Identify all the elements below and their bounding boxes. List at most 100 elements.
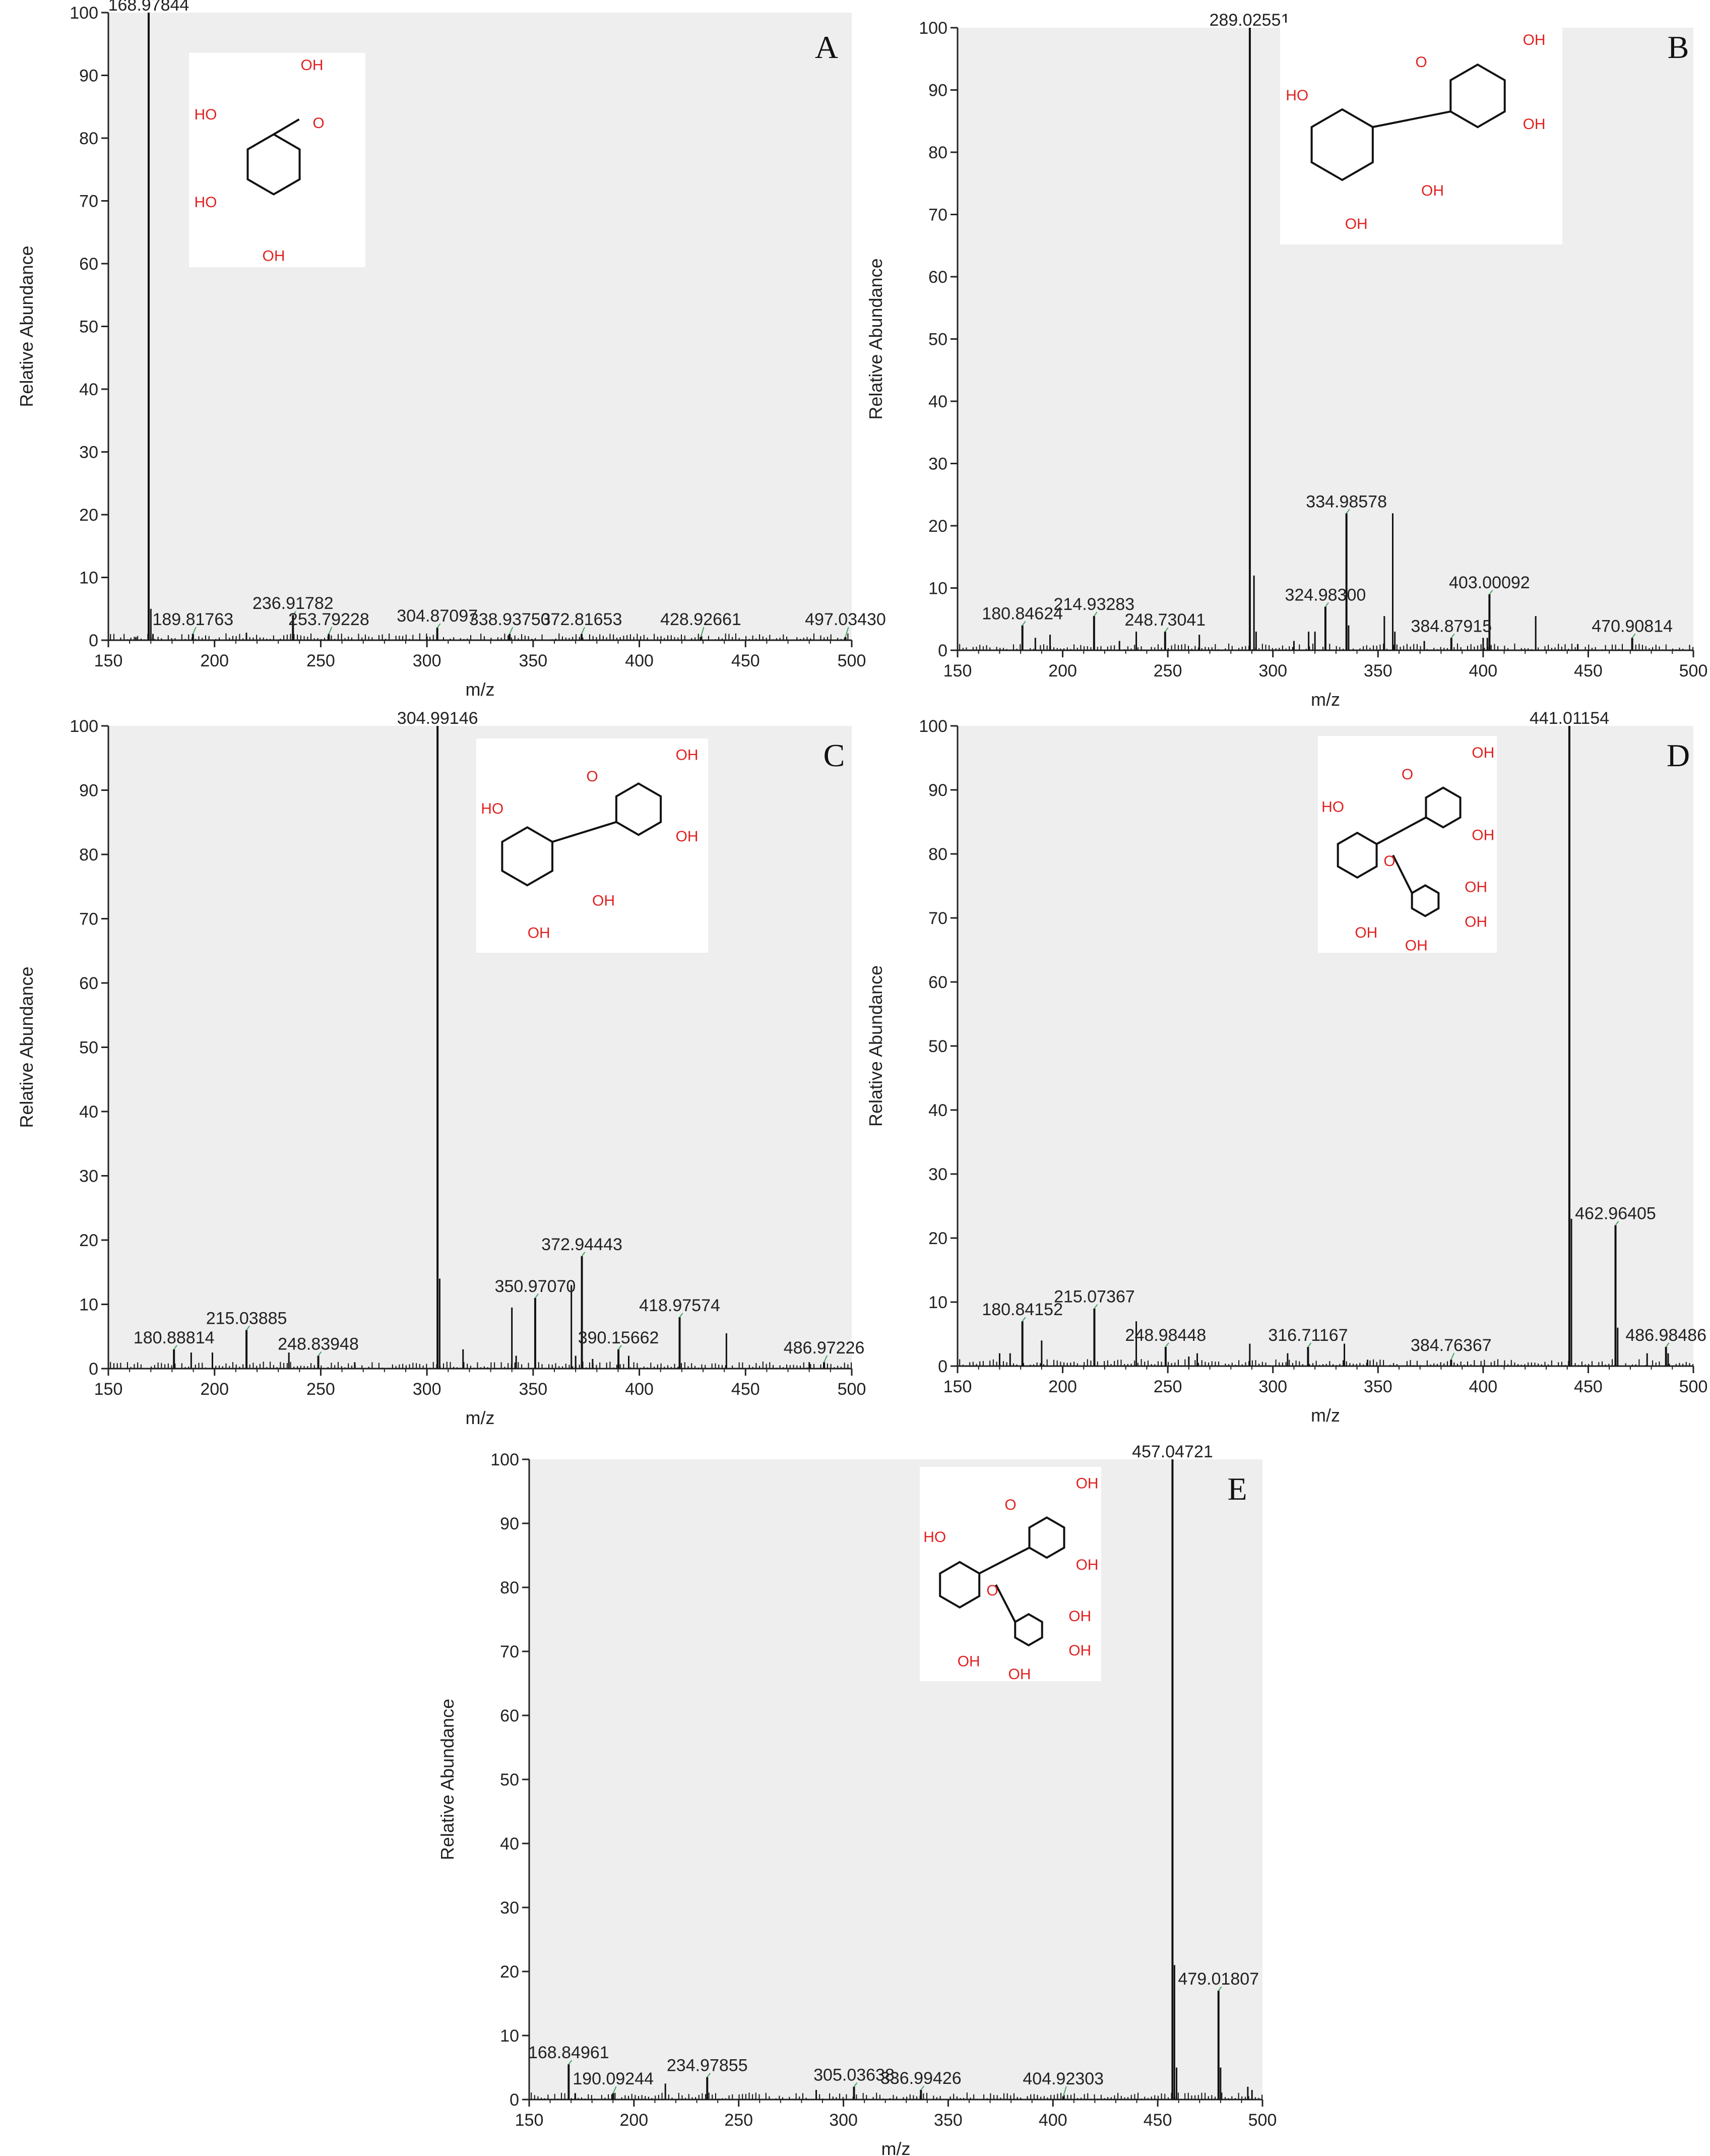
x-axis-title: m/z (1311, 1405, 1340, 1426)
x-tick-label: 150 (94, 1380, 123, 1399)
spectrum-panel-e: 0 10 20 30 40 50 60 70 80 90 100 150 200 250 300 350 400… (437, 1442, 1277, 2156)
peak-label: 289.02551 (1210, 11, 1291, 30)
structure-box (1318, 736, 1497, 953)
peak-label: 334.98578 (1306, 492, 1387, 511)
x-tick-label: 400 (1469, 1377, 1497, 1396)
label-connector (612, 2086, 617, 2093)
hydroxyl-label: OH (1076, 1475, 1099, 1492)
peak-label: 372.81653 (541, 610, 622, 629)
x-tick-label: 200 (1048, 1377, 1077, 1396)
peak-label: 486.97226 (784, 1338, 865, 1358)
y-tick-label: 80 (928, 845, 947, 864)
label-connector (1450, 633, 1455, 638)
peak-label: 189.81763 (152, 610, 233, 629)
y-tick-label: 40 (928, 392, 947, 411)
hydroxyl-label: OH (1421, 182, 1444, 199)
y-tick-label: 0 (510, 2090, 519, 2110)
bond (1376, 816, 1427, 845)
y-tick-label: 90 (928, 781, 947, 800)
y-tick-label: 10 (928, 1293, 947, 1312)
y-axis-title: Relative Abundance (865, 258, 886, 419)
peak-label: 253.79228 (288, 610, 369, 629)
y-tick-label: 80 (79, 845, 98, 865)
x-tick-label: 450 (1574, 1377, 1603, 1396)
hydroxyl-label: OH (592, 893, 615, 909)
panel-letter: E (1227, 1471, 1247, 1507)
x-tick-label: 400 (1469, 661, 1497, 681)
y-tick-label: 30 (928, 1165, 947, 1184)
peak-label: 403.00092 (1449, 573, 1530, 592)
x-tick-label: 300 (1258, 661, 1287, 681)
peak-label: 168.84961 (528, 2043, 609, 2062)
x-tick-label: 300 (413, 1380, 441, 1399)
label-connector (1022, 1317, 1026, 1322)
y-tick-label: 50 (928, 330, 947, 349)
y-tick-label: 40 (928, 1101, 947, 1120)
y-tick-label: 70 (500, 1642, 519, 1661)
bond (1372, 110, 1451, 128)
peak-label: 470.90814 (1592, 617, 1673, 636)
hydroxyl-label: HO (195, 106, 217, 123)
peak-label: 180.84624 (982, 604, 1063, 624)
peak-label: 316.71167 (1268, 1326, 1348, 1345)
x-tick-label: 250 (306, 1380, 335, 1399)
peak-label: 248.83948 (278, 1335, 359, 1354)
peak-label: 168.97844 (108, 0, 189, 15)
spectrum-panel-c: 0 10 20 30 40 50 60 70 80 90 100 150 200 250 300 350 400… (16, 709, 866, 1428)
label-connector (1165, 1342, 1169, 1347)
ester-oxygen-label: O (1383, 853, 1395, 870)
y-tick-label: 0 (938, 641, 947, 660)
x-tick-label: 150 (515, 2111, 544, 2130)
x-tick-label: 350 (1364, 661, 1392, 681)
peak-label: 404.92303 (1023, 2069, 1104, 2088)
x-tick-label: 200 (619, 2111, 648, 2130)
y-tick-label: 50 (79, 1038, 98, 1058)
hydroxyl-label: OH (1405, 938, 1428, 954)
peak-label: 336.99426 (880, 2069, 962, 2088)
hydroxyl-label: OH (528, 925, 550, 941)
peak-label: 350.97070 (495, 1277, 576, 1296)
label-connector (1218, 1986, 1222, 1991)
x-tick-label: 250 (306, 651, 335, 670)
y-tick-label: 0 (938, 1357, 947, 1376)
label-connector (1094, 1304, 1098, 1309)
hydroxyl-label: OH (1355, 925, 1377, 941)
label-connector (328, 627, 333, 634)
x-tick-label: 150 (943, 1377, 972, 1396)
peak-label: 338.93750 (469, 610, 550, 629)
ring-oxygen-label: O (1402, 766, 1413, 783)
hydroxyl-label: HO (195, 194, 217, 211)
hydroxyl-label: OH (1068, 1642, 1091, 1659)
y-tick-label: 100 (70, 4, 98, 23)
y-tick-label: 70 (928, 206, 947, 225)
bond (995, 1584, 1017, 1623)
y-tick-label: 10 (500, 2026, 519, 2046)
y-tick-label: 60 (79, 255, 98, 274)
peak-label: 428.92661 (660, 610, 741, 629)
carboxyl-oh-label: OH (301, 57, 324, 74)
panel-letter: B (1668, 29, 1689, 65)
y-tick-label: 10 (79, 1296, 98, 1315)
label-connector (581, 1252, 586, 1257)
b-ring (615, 782, 662, 836)
x-tick-label: 450 (731, 651, 760, 670)
hydroxyl-label: OH (958, 1653, 980, 1670)
b-ring (1449, 63, 1506, 129)
y-tick-label: 40 (79, 380, 98, 399)
ring-oxygen-label: O (1415, 54, 1427, 71)
x-tick-label: 250 (1154, 661, 1182, 681)
x-tick-label: 300 (413, 651, 441, 670)
x-tick-label: 350 (519, 651, 547, 670)
y-tick-label: 60 (79, 974, 98, 993)
label-connector (1165, 627, 1169, 632)
peak-label: 479.01807 (1178, 1969, 1259, 1989)
y-tick-label: 80 (79, 129, 98, 148)
hydroxyl-label: OH (1465, 879, 1487, 896)
hydroxyl-label: OH (676, 747, 699, 764)
label-connector (318, 1351, 322, 1357)
hydroxyl-label: OH (1068, 1608, 1091, 1625)
label-connector (192, 627, 197, 634)
label-connector (1062, 2086, 1067, 2097)
y-tick-label: 0 (89, 631, 98, 650)
label-connector (535, 1293, 539, 1299)
